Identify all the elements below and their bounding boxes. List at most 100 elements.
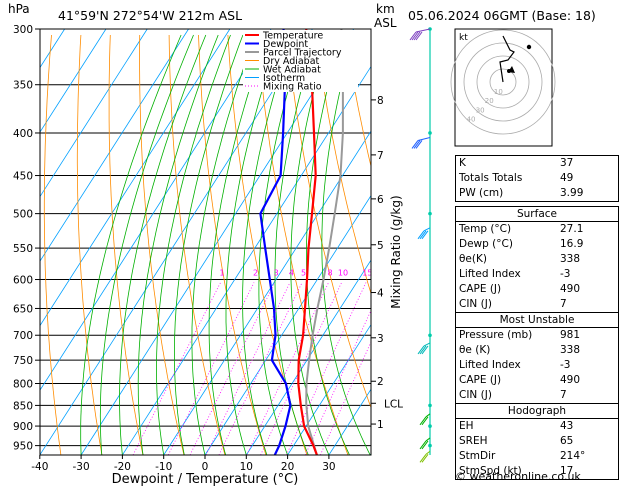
km-tick-label: LCL	[384, 398, 403, 410]
most-unstable-label: CAPE (J)	[459, 374, 502, 386]
most-unstable-title: Most Unstable	[456, 312, 618, 328]
hodograph-stat-row: StmDir 214°	[456, 449, 618, 464]
wind-barb-flag	[409, 31, 417, 41]
wind-barb-flag	[419, 230, 427, 240]
hodograph-ring-label: 30	[476, 106, 485, 114]
wet-adiabat-line	[137, 34, 219, 455]
hodograph-storm-point	[526, 44, 532, 50]
wind-barb-flag	[417, 345, 425, 355]
hodograph-stat-value: 17	[560, 465, 574, 477]
wind-barb-flag	[419, 453, 427, 463]
most-unstable-row: θe (K) 338	[456, 343, 618, 358]
wet-adiabat-line	[225, 34, 281, 455]
wind-barb-flag	[413, 31, 421, 41]
index-label: K	[459, 157, 466, 169]
wind-barb-shaft	[425, 437, 431, 442]
hodograph-stat-value: 65	[560, 435, 574, 447]
surface-value: 16.9	[560, 238, 584, 250]
dry-adiabat-line	[345, 34, 371, 168]
legend-label: Mixing Ratio	[263, 82, 322, 93]
dewpoint-profile	[259, 29, 292, 455]
most-unstable-value: -3	[560, 359, 571, 371]
index-row: Totals Totals 49	[456, 171, 618, 186]
index-label: Totals Totals	[459, 172, 523, 184]
pressure-tick-label: 750	[13, 355, 33, 367]
dry-adiabat-line	[286, 34, 371, 409]
mixing-ratio-label: 3	[274, 269, 279, 278]
isotherm-line	[40, 29, 65, 69]
most-unstable-row: CAPE (J) 490	[456, 373, 618, 388]
wind-barb-shaft	[425, 413, 431, 418]
most-unstable-row: CIN (J) 7	[456, 388, 618, 403]
surface-value: -3	[560, 268, 571, 280]
dry-adiabat-line	[168, 34, 226, 455]
most-unstable-label: Pressure (mb)	[459, 329, 533, 341]
wind-barb-flag	[411, 140, 419, 149]
hodograph-stat-label: StmDir	[459, 450, 496, 462]
wet-adiabat-line	[191, 34, 256, 455]
mixing-ratio-label: 5	[301, 269, 306, 278]
dry-adiabat-line	[227, 34, 308, 455]
station-coordinates: 41°59'N 272°54'W 212m ASL	[58, 8, 243, 23]
wet-adiabat-line	[174, 34, 244, 455]
pressure-tick-label: 550	[13, 243, 33, 255]
legend-label: Dry Adiabat	[263, 56, 320, 67]
temperature-profile	[297, 29, 318, 455]
index-row: PW (cm) 3.99	[456, 186, 618, 201]
surface-row: CAPE (J) 490	[456, 282, 618, 297]
temp-tick-label: -40	[31, 461, 48, 473]
hodograph-stat-label: SREH	[459, 435, 488, 447]
km-tick-label: 4	[377, 288, 384, 300]
most-unstable-value: 7	[560, 389, 567, 401]
mixing-ratio-line	[189, 282, 276, 455]
mixing-ratio-line	[167, 282, 255, 455]
grid-lines: 1 2 3 4 5 8 10 15 20 25	[40, 29, 371, 455]
dry-adiabat-line	[43, 34, 62, 455]
wind-barb-shaft	[415, 28, 431, 33]
asl-label: ASL	[374, 16, 397, 30]
wind-barb-flag	[413, 140, 421, 149]
wet-adiabat-line	[321, 34, 371, 455]
dry-adiabat-line	[108, 34, 144, 455]
wind-barb-flag	[421, 440, 429, 450]
surface-value: 338	[560, 253, 581, 265]
mixing-ratio-label: 2	[253, 269, 258, 278]
wind-level-dot	[428, 211, 432, 216]
dry-adiabat-line	[139, 34, 185, 455]
index-value: 37	[560, 157, 574, 169]
surface-label: Dewp (°C)	[459, 238, 513, 250]
mixing-ratio-axis-label: Mixing Ratio (g/kg)	[389, 195, 403, 308]
most-unstable-value: 981	[560, 329, 581, 341]
isotherm-line	[204, 194, 371, 455]
wet-adiabat-line	[208, 34, 268, 455]
hodograph-stat-label: EH	[459, 420, 474, 432]
pressure-tick-label: 900	[13, 421, 33, 433]
axes: 3003504004505005506006507007508008509009…	[13, 24, 403, 473]
surface-label: CIN (J)	[459, 298, 492, 310]
wind-level-dot	[428, 443, 432, 448]
hodograph-title: Hodograph	[456, 403, 618, 419]
surface-label: CAPE (J)	[459, 283, 502, 295]
temp-tick-label: -20	[114, 461, 131, 473]
wind-barb-flag	[419, 440, 427, 450]
pressure-tick-label: 450	[13, 171, 33, 183]
km-tick-label: 8	[377, 95, 384, 107]
hodograph-stat-row: SREH 65	[456, 434, 618, 449]
surface-box: Surface Temp (°C) 27.1 Dewp (°C) 16.9 θe(K) 3…	[455, 206, 619, 480]
pressure-tick-label: 300	[13, 24, 33, 36]
wet-adiabat-line	[119, 34, 207, 455]
hodograph-stat-row: StmSpd (kt) 17	[456, 464, 618, 479]
isotherm-line	[287, 323, 371, 455]
mixing-ratio-label: 1	[220, 269, 225, 278]
wind-barb-shaft	[417, 136, 431, 141]
wind-level-dot	[428, 131, 432, 135]
index-row: K 37	[456, 156, 618, 171]
wet-adiabat-line	[80, 34, 182, 455]
dry-adiabat-line	[256, 34, 349, 455]
temp-tick-label: 0	[202, 461, 209, 473]
copyright: © weatheronline.co.uk	[455, 470, 581, 483]
hodograph-stat-row: EH 43	[456, 419, 618, 434]
